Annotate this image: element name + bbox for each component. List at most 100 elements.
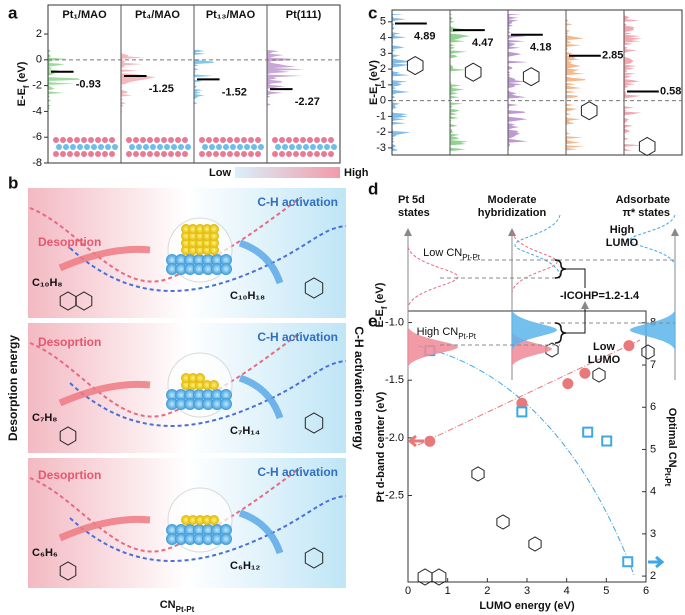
structure-atom: [53, 137, 59, 143]
y-axis-label-base: E-E: [374, 309, 386, 327]
support-atom: [220, 524, 232, 536]
structure-atom: [241, 137, 247, 143]
support-atom: [175, 524, 187, 536]
structure-atom: [154, 151, 160, 157]
level-label: 4.47: [472, 37, 493, 49]
y-axis-label-base: E-E: [16, 88, 28, 106]
y-tick-label: -4: [32, 105, 42, 117]
pt-atom: [202, 238, 212, 248]
pt-atom: [195, 238, 205, 248]
pt-atom: [195, 224, 205, 234]
structure-atom: [293, 151, 299, 157]
structure-atom: [109, 137, 115, 143]
pt-atom: [209, 380, 219, 390]
arrow: [648, 555, 665, 569]
support-atom: [166, 254, 178, 266]
y-axis-label: E-Ef (eV): [374, 282, 389, 327]
x-axis-label: CNPt-Pt: [160, 599, 195, 614]
y2-tick-label: 5: [650, 443, 656, 455]
structure-atom: [209, 144, 215, 150]
structure-atom: [317, 144, 323, 150]
y-tick-label: 2: [380, 63, 386, 75]
dos-spikes: [267, 49, 306, 120]
x-tick-label: 1: [445, 585, 451, 597]
structure-atom: [272, 151, 278, 157]
structure-atom: [91, 144, 97, 150]
structure-atom: [314, 151, 320, 157]
y-axis-label-sub: f: [380, 306, 389, 309]
panel-label: b: [8, 173, 18, 192]
column-title: hybridization: [478, 207, 547, 219]
y2-tick-label: 2: [650, 570, 656, 582]
point: [601, 435, 613, 447]
panel-label: d: [368, 179, 378, 198]
structure-atom: [241, 151, 247, 157]
panel-label: c: [368, 3, 377, 22]
structure-atom: [321, 137, 327, 143]
fit-line: [417, 339, 641, 446]
y-tick-label: -2: [32, 80, 42, 92]
structure-atom: [112, 144, 118, 150]
structure-atom: [227, 151, 233, 157]
molecule-ring: [528, 536, 542, 552]
structure-atom: [234, 137, 240, 143]
support-atom: [193, 398, 205, 410]
support-atom: [166, 524, 178, 536]
pt-atom: [188, 238, 198, 248]
structure-atom: [154, 137, 160, 143]
structure-atom: [206, 151, 212, 157]
structure-atom: [255, 151, 261, 157]
structure-atom: [171, 144, 177, 150]
structure-atom: [140, 137, 146, 143]
panel-title: Pt(111): [286, 9, 322, 21]
level-label: -1.25: [149, 83, 174, 95]
scale-high: High: [344, 167, 369, 179]
high-cn-label: High CNPt-Pt: [417, 326, 477, 341]
y-axis-label: Desorption energy: [6, 335, 20, 441]
y-tick-label: -1.5: [385, 374, 404, 386]
structure-atom: [70, 144, 76, 150]
molecule-ring: [304, 412, 324, 434]
y2-tick-label: 7: [650, 359, 656, 371]
support-atom: [220, 254, 232, 266]
dos-spikes: [121, 49, 156, 120]
structure-atom: [95, 151, 101, 157]
structure-atom: [133, 151, 139, 157]
support-atom: [202, 524, 214, 536]
y2-tick-label: 4: [650, 486, 656, 498]
structure-atom: [129, 144, 135, 150]
structure-atom: [175, 137, 181, 143]
structure-atom: [230, 144, 236, 150]
molecule-ring: [75, 291, 93, 311]
structure-atom: [150, 144, 156, 150]
support-atom: [202, 254, 214, 266]
structure-atom: [102, 151, 108, 157]
desorption-label: Desoprtion: [38, 235, 101, 249]
y-tick-label: 0: [380, 95, 386, 107]
structure-atom: [328, 151, 334, 157]
structure-atom: [136, 144, 142, 150]
level-label: 4.18: [530, 42, 551, 54]
dos-spikes: [566, 14, 586, 151]
icohp-label: -ICOHP=1.2-1.4: [560, 290, 640, 302]
molecule-ring: [59, 426, 77, 446]
high-cn-label-base: High CN: [417, 326, 459, 338]
y2-tick-label: 6: [650, 401, 656, 413]
structure-atom: [220, 137, 226, 143]
molecule-ring: [431, 568, 447, 586]
x-axis-label-sub: Pt-Pt: [176, 605, 195, 614]
structure-atom: [63, 144, 69, 150]
y-axis-label: E-Ef (eV): [16, 61, 31, 106]
point: [516, 406, 528, 418]
y2-axis-label: Optimal CNPt-Pt: [663, 408, 678, 487]
structure-atom: [95, 137, 101, 143]
plot-frame: [391, 9, 683, 156]
dos-spikes: [392, 14, 411, 151]
pt-atom: [195, 245, 205, 255]
support-atom: [211, 254, 223, 266]
pt-atom: [181, 231, 191, 241]
low-cn-label-base: Low CN: [423, 247, 462, 259]
structure-atom: [293, 137, 299, 143]
support-atom: [184, 524, 196, 536]
pt-atom: [202, 224, 212, 234]
